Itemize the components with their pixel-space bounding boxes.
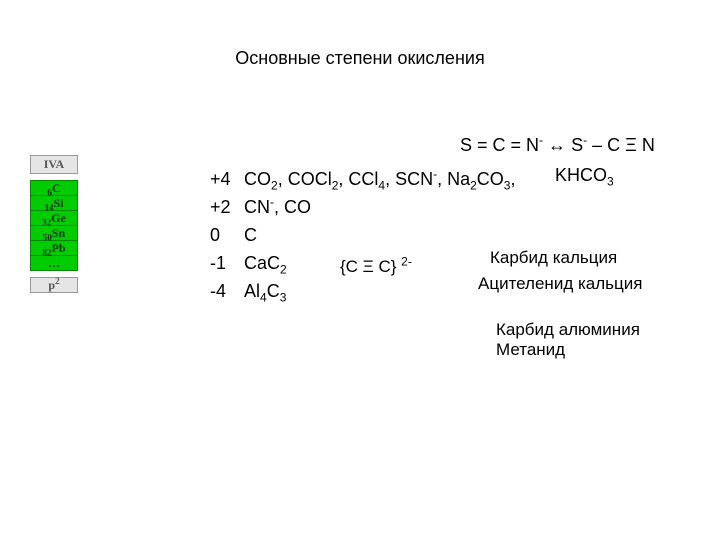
page-title: Основные степени окисления [0,48,720,69]
oxidation-compounds: CaC2 [244,249,287,277]
oxidation-table: +4CO2, COCl2, CCl4, SCN-, Na2CO3,+2CN-, … [210,165,515,305]
oxidation-row: -4Al4C3 [210,277,515,305]
oxidation-state: -4 [210,277,244,305]
group-footer: p2 [30,277,78,293]
oxidation-compounds: CO2, COCl2, CCl4, SCN-, Na2CO3, [244,165,515,193]
oxidation-state: +2 [210,193,244,221]
label-aluminium-carbide: Карбид алюминия [496,320,640,340]
label-calcium-carbide: Карбид кальция [490,248,617,268]
oxidation-state: 0 [210,221,244,249]
oxidation-state: +4 [210,165,244,193]
oxidation-row: +2CN-, CO [210,193,515,221]
oxidation-row: 0C [210,221,515,249]
oxidation-row: +4CO2, COCl2, CCl4, SCN-, Na2CO3, [210,165,515,193]
oxidation-compounds: Al4C3 [244,277,286,305]
group-header: IVA [30,155,78,174]
formula-khco3: KHCO3 [555,165,614,186]
oxidation-compounds: C [244,221,257,249]
periodic-group-column: IVA 6C14Si32Ge50Sn82Pb… p2 [30,155,78,293]
group-element: 14Si [30,196,78,211]
group-element: 82Pb [30,241,78,256]
group-element: 6C [30,180,78,196]
resonance-structure: S = C = N- ↔ S- – C Ξ N [460,135,655,156]
oxidation-state: -1 [210,249,244,277]
oxidation-compounds: CN-, CO [244,193,311,221]
label-calcium-acetylenide: Ацителенид кальция [478,274,642,294]
group-element: 50Sn [30,226,78,241]
label-methanide: Метанид [496,340,565,360]
formula-c-triple-c: {C Ξ C} 2- [340,257,412,277]
group-element: 32Ge [30,211,78,226]
group-element: … [30,256,78,271]
